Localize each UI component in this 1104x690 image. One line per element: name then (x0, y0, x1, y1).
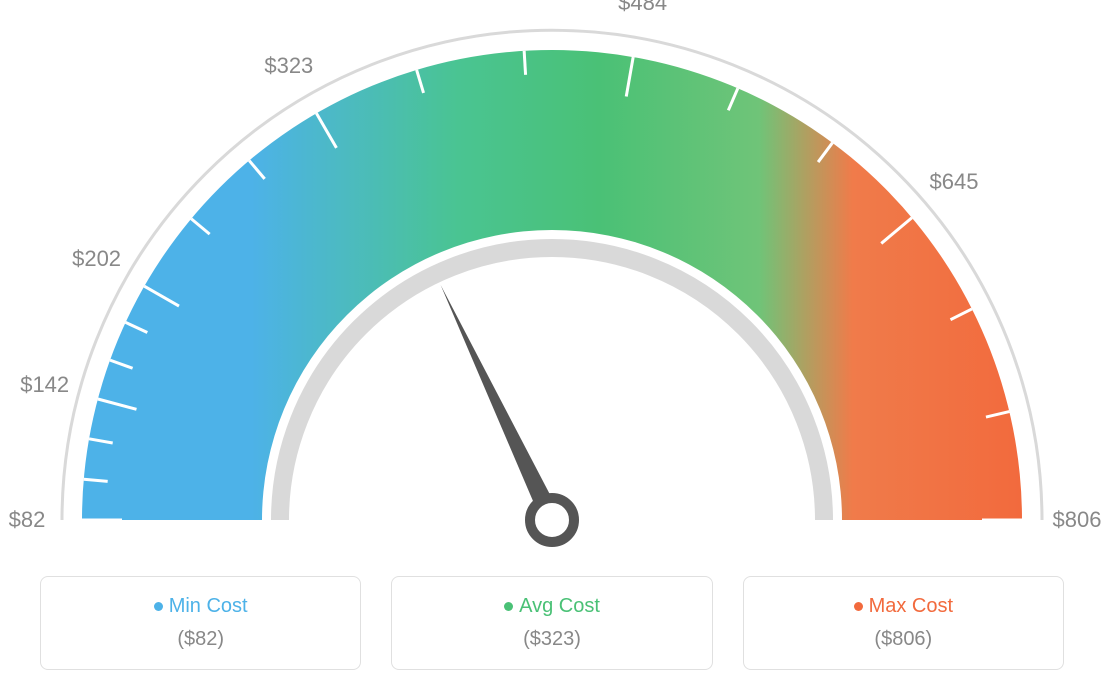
legend-title: Avg Cost (402, 595, 701, 618)
legend-dot-icon (504, 602, 513, 611)
legend-title-text: Max Cost (869, 595, 953, 617)
legend-card: Min Cost ($82) (40, 576, 361, 670)
tick-label: $202 (72, 246, 121, 272)
legend-card: Avg Cost ($323) (391, 576, 712, 670)
legend-dot-icon (154, 602, 163, 611)
minor-tick (84, 479, 108, 481)
legend-value: ($82) (51, 628, 350, 651)
needle-hub (530, 498, 574, 542)
legend-dot-icon (854, 602, 863, 611)
legend-value: ($806) (754, 628, 1053, 651)
legend-title: Min Cost (51, 595, 350, 618)
tick-label: $323 (264, 53, 313, 79)
tick-label: $806 (1053, 507, 1102, 533)
legend-title-text: Avg Cost (519, 595, 600, 617)
legend-title: Max Cost (754, 595, 1053, 618)
legend-row: Min Cost ($82) Avg Cost ($323) Max Cost ($806… (0, 576, 1104, 670)
legend-title-text: Min Cost (169, 595, 248, 617)
tick-label: $484 (618, 0, 667, 16)
gauge-chart: $82 $142 $202 $323 $484 $645 $806 (0, 0, 1104, 560)
tick-label: $82 (9, 507, 46, 533)
tick-label: $142 (20, 372, 69, 398)
tick-label: $645 (930, 169, 979, 195)
gauge-arc (82, 50, 1022, 520)
needle (441, 285, 561, 524)
legend-value: ($323) (402, 628, 701, 651)
minor-tick (524, 51, 525, 75)
legend-card: Max Cost ($806) (743, 576, 1064, 670)
gauge-svg (0, 0, 1104, 560)
